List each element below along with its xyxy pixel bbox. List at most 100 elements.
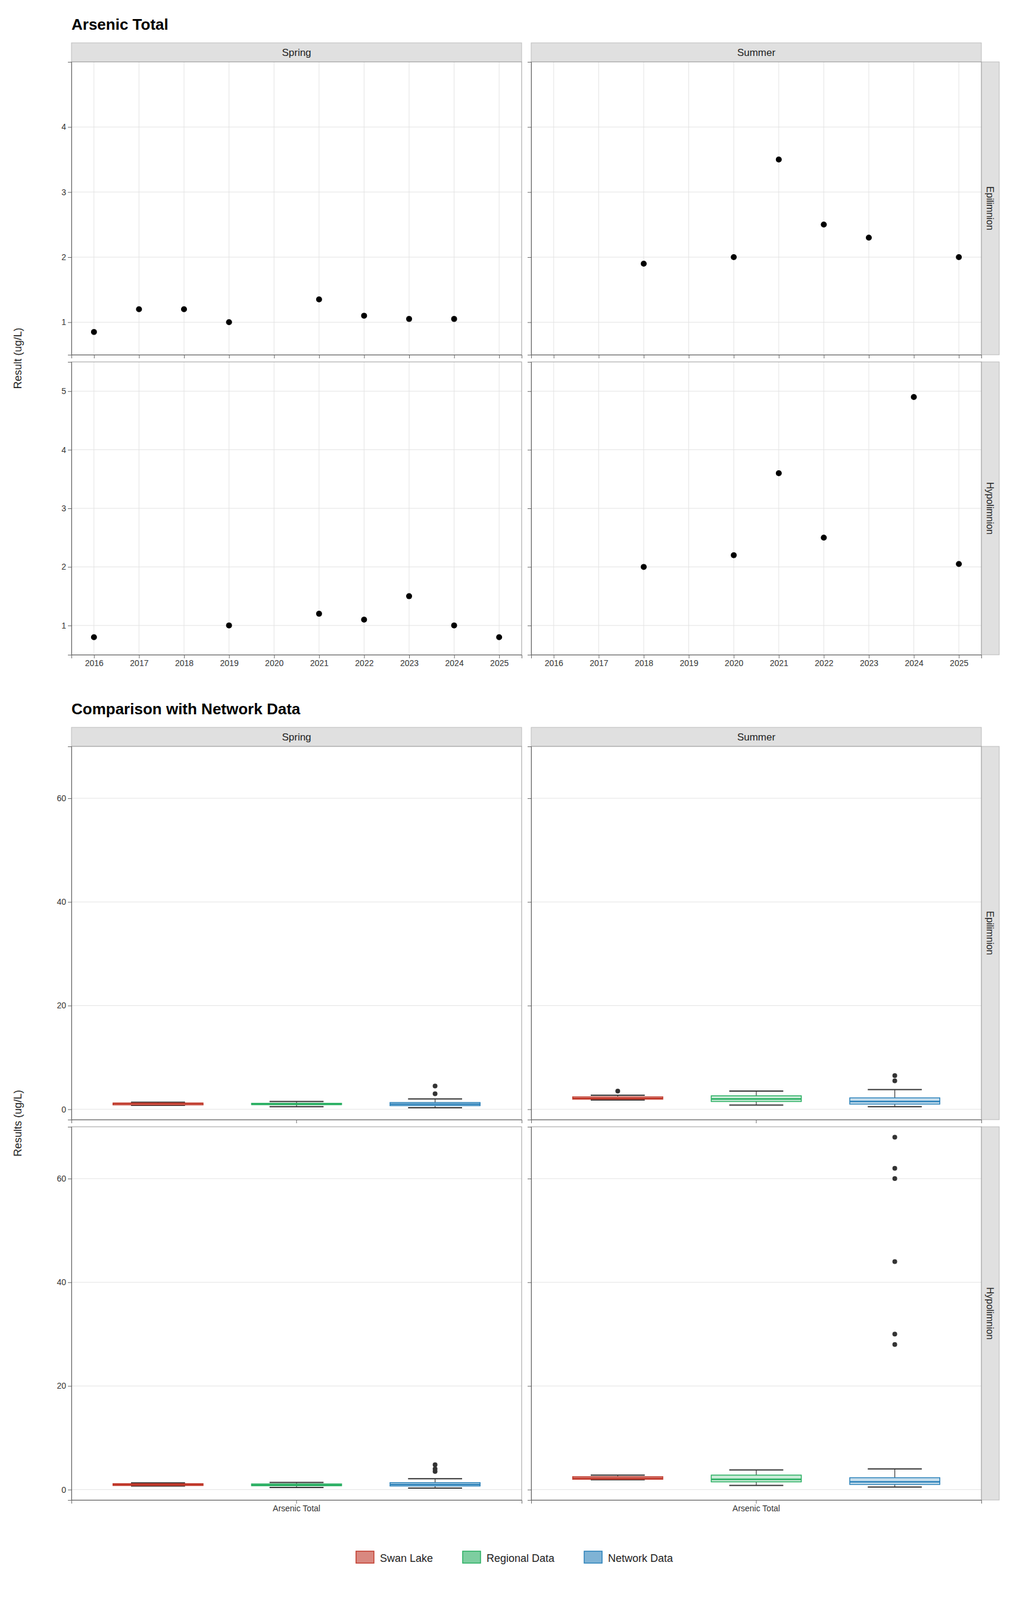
tick: 2024 xyxy=(905,655,924,669)
tick: 2016 xyxy=(85,655,104,669)
grid xyxy=(531,798,982,1110)
plot-background xyxy=(71,362,522,656)
whisker-cap xyxy=(867,1469,922,1471)
plot-background xyxy=(531,362,982,656)
tick-mark xyxy=(527,126,532,128)
tick-label: 20 xyxy=(56,1381,67,1392)
tick xyxy=(914,354,915,359)
tick xyxy=(527,1282,532,1284)
point xyxy=(640,260,647,267)
box xyxy=(251,1102,342,1108)
tick xyxy=(527,1490,532,1492)
tick-mark xyxy=(67,1490,72,1492)
tick-label: 2019 xyxy=(220,658,239,669)
plot-frame xyxy=(71,1127,522,1501)
row-strip xyxy=(981,1127,1000,1501)
point xyxy=(640,563,647,570)
tick xyxy=(527,566,532,568)
column-strip-label: Spring xyxy=(281,731,311,744)
tick: 20 xyxy=(56,1001,72,1011)
point xyxy=(820,221,827,228)
tick-mark xyxy=(67,1109,72,1111)
tick xyxy=(527,1005,532,1007)
grid-line xyxy=(71,798,522,800)
tick xyxy=(823,354,825,359)
axis-line xyxy=(67,747,73,1121)
grid-line xyxy=(688,362,689,656)
row-strip-label: Hypolimnion xyxy=(984,1287,996,1340)
legend-item: Network Data xyxy=(584,1551,674,1565)
column-strip-label: Summer xyxy=(737,731,776,744)
median xyxy=(251,1104,342,1106)
tick-label: 2018 xyxy=(175,658,194,669)
tick-mark xyxy=(553,354,555,359)
tick: 2017 xyxy=(589,655,608,669)
box xyxy=(113,1483,204,1487)
y-axis xyxy=(527,747,532,1121)
flier xyxy=(615,1089,620,1094)
tick-mark xyxy=(67,192,72,193)
tick xyxy=(527,1386,532,1387)
tick-mark xyxy=(454,354,455,359)
grid-line xyxy=(531,1005,982,1007)
tick xyxy=(454,354,455,359)
tick: 20 xyxy=(56,1381,72,1392)
box xyxy=(572,1089,663,1101)
row-strip-label: Hypolimnion xyxy=(984,482,996,535)
tick xyxy=(527,902,532,903)
flier xyxy=(892,1332,898,1337)
tick-mark xyxy=(94,354,95,359)
column-strip-label: Spring xyxy=(281,47,311,59)
median xyxy=(113,1484,204,1487)
tick: 4 xyxy=(61,445,72,455)
grid-line xyxy=(409,362,410,656)
legend-swatch xyxy=(584,1551,603,1564)
tick xyxy=(527,508,532,510)
median xyxy=(390,1484,480,1487)
tick-mark xyxy=(527,1179,532,1180)
grid xyxy=(71,798,522,1110)
tick: 60 xyxy=(56,1174,72,1184)
tick-mark xyxy=(67,625,72,627)
column-strip xyxy=(71,42,522,62)
tick xyxy=(138,354,140,359)
grid-line xyxy=(733,362,735,656)
legend-item: Regional Data xyxy=(462,1551,555,1565)
grid-line xyxy=(453,362,455,656)
box-body xyxy=(390,1102,480,1106)
box-body xyxy=(113,1103,204,1106)
plot-background xyxy=(531,1127,982,1501)
box xyxy=(849,1073,940,1108)
plot-frame xyxy=(71,61,522,355)
whisker-cap xyxy=(269,1482,324,1484)
tick-mark xyxy=(67,1179,72,1180)
box xyxy=(251,1482,342,1489)
grid-line xyxy=(71,1005,522,1007)
box xyxy=(113,1102,204,1106)
flier xyxy=(892,1134,898,1140)
tick-mark xyxy=(527,1386,532,1387)
y-axis xyxy=(527,362,532,656)
tick xyxy=(527,1179,532,1180)
tick-mark xyxy=(778,354,780,359)
grid-line xyxy=(868,362,870,656)
tick xyxy=(527,322,532,323)
flier xyxy=(432,1083,438,1089)
tick-mark xyxy=(363,354,365,359)
tick-label: 40 xyxy=(56,897,67,907)
point xyxy=(316,296,323,303)
tick-mark xyxy=(756,1120,757,1124)
x-axis: Arsenic Total xyxy=(72,1500,523,1514)
tick-label: 2020 xyxy=(724,658,744,669)
tick xyxy=(527,625,532,627)
plot-frame xyxy=(531,1127,982,1501)
box-body xyxy=(849,1098,940,1105)
plot-background xyxy=(531,746,982,1121)
tick: Arsenic Total xyxy=(732,1500,781,1514)
grid-line xyxy=(71,902,522,903)
grid-line xyxy=(499,61,500,355)
tick: 2 xyxy=(61,562,72,572)
tick xyxy=(184,354,185,359)
tick xyxy=(733,354,735,359)
axis-line xyxy=(67,362,73,656)
